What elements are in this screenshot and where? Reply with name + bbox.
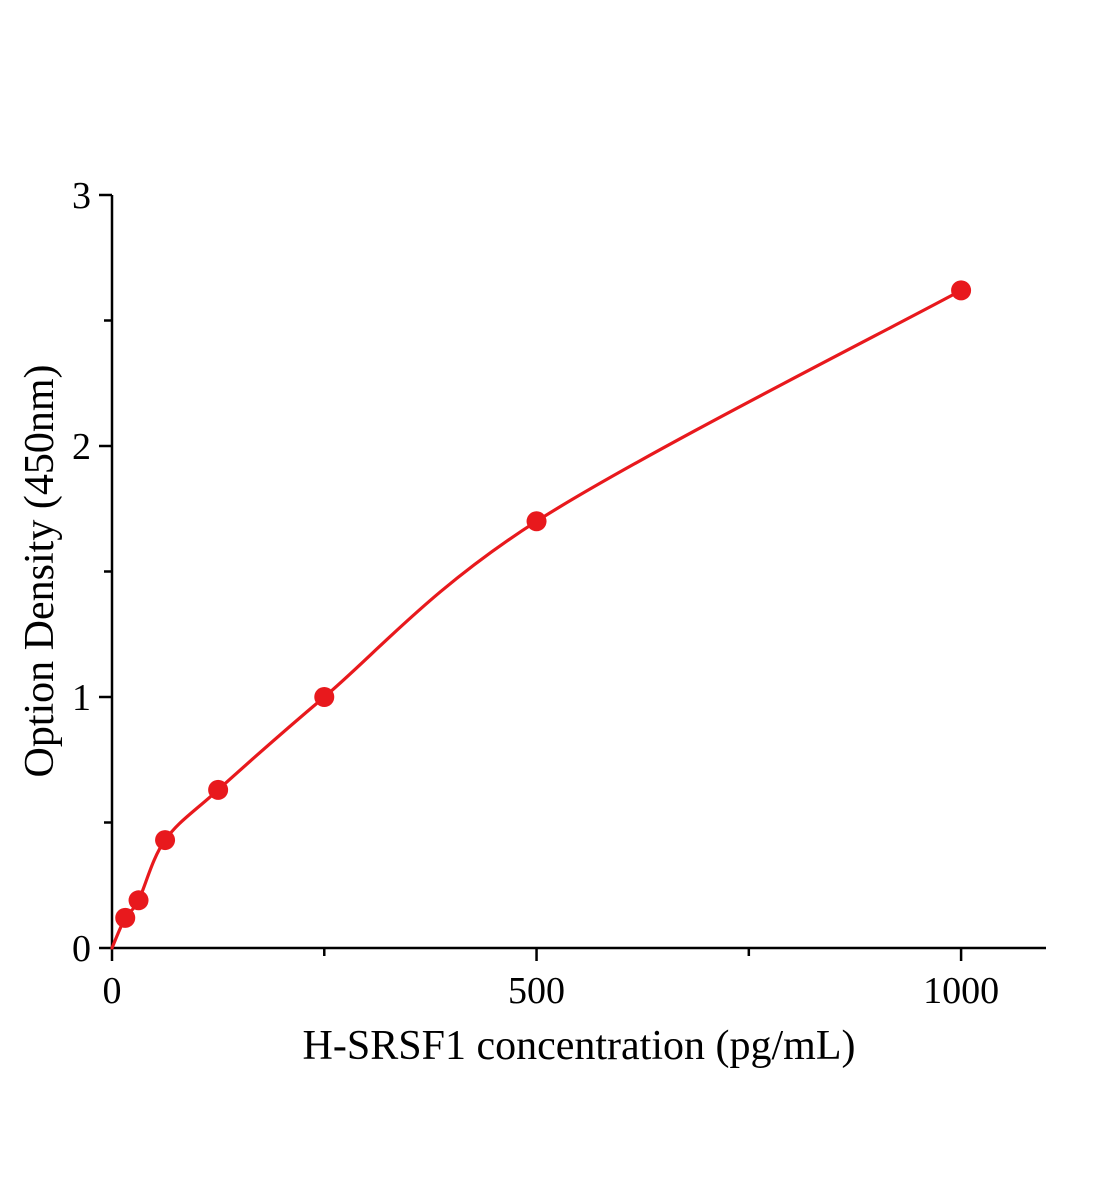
x-tick-label: 1000 [923,970,999,1012]
x-tick-label: 0 [103,970,122,1012]
x-tick-label: 500 [508,970,565,1012]
y-tick-label: 3 [72,175,91,217]
standard-curve-line [110,288,963,950]
data-point [314,687,335,707]
data-point [526,511,547,532]
data-point [128,890,149,911]
data-point [208,779,229,800]
data-point [951,280,972,301]
y-tick-label: 2 [72,426,91,468]
x-axis-title: H-SRSF1 concentration (pg/mL) [302,1023,856,1069]
data-point [115,907,136,928]
y-tick-label: 1 [72,677,91,719]
data-point [155,830,176,851]
y-axis-title: Option Density (450nm) [17,364,63,778]
y-tick-label: 0 [72,928,91,970]
